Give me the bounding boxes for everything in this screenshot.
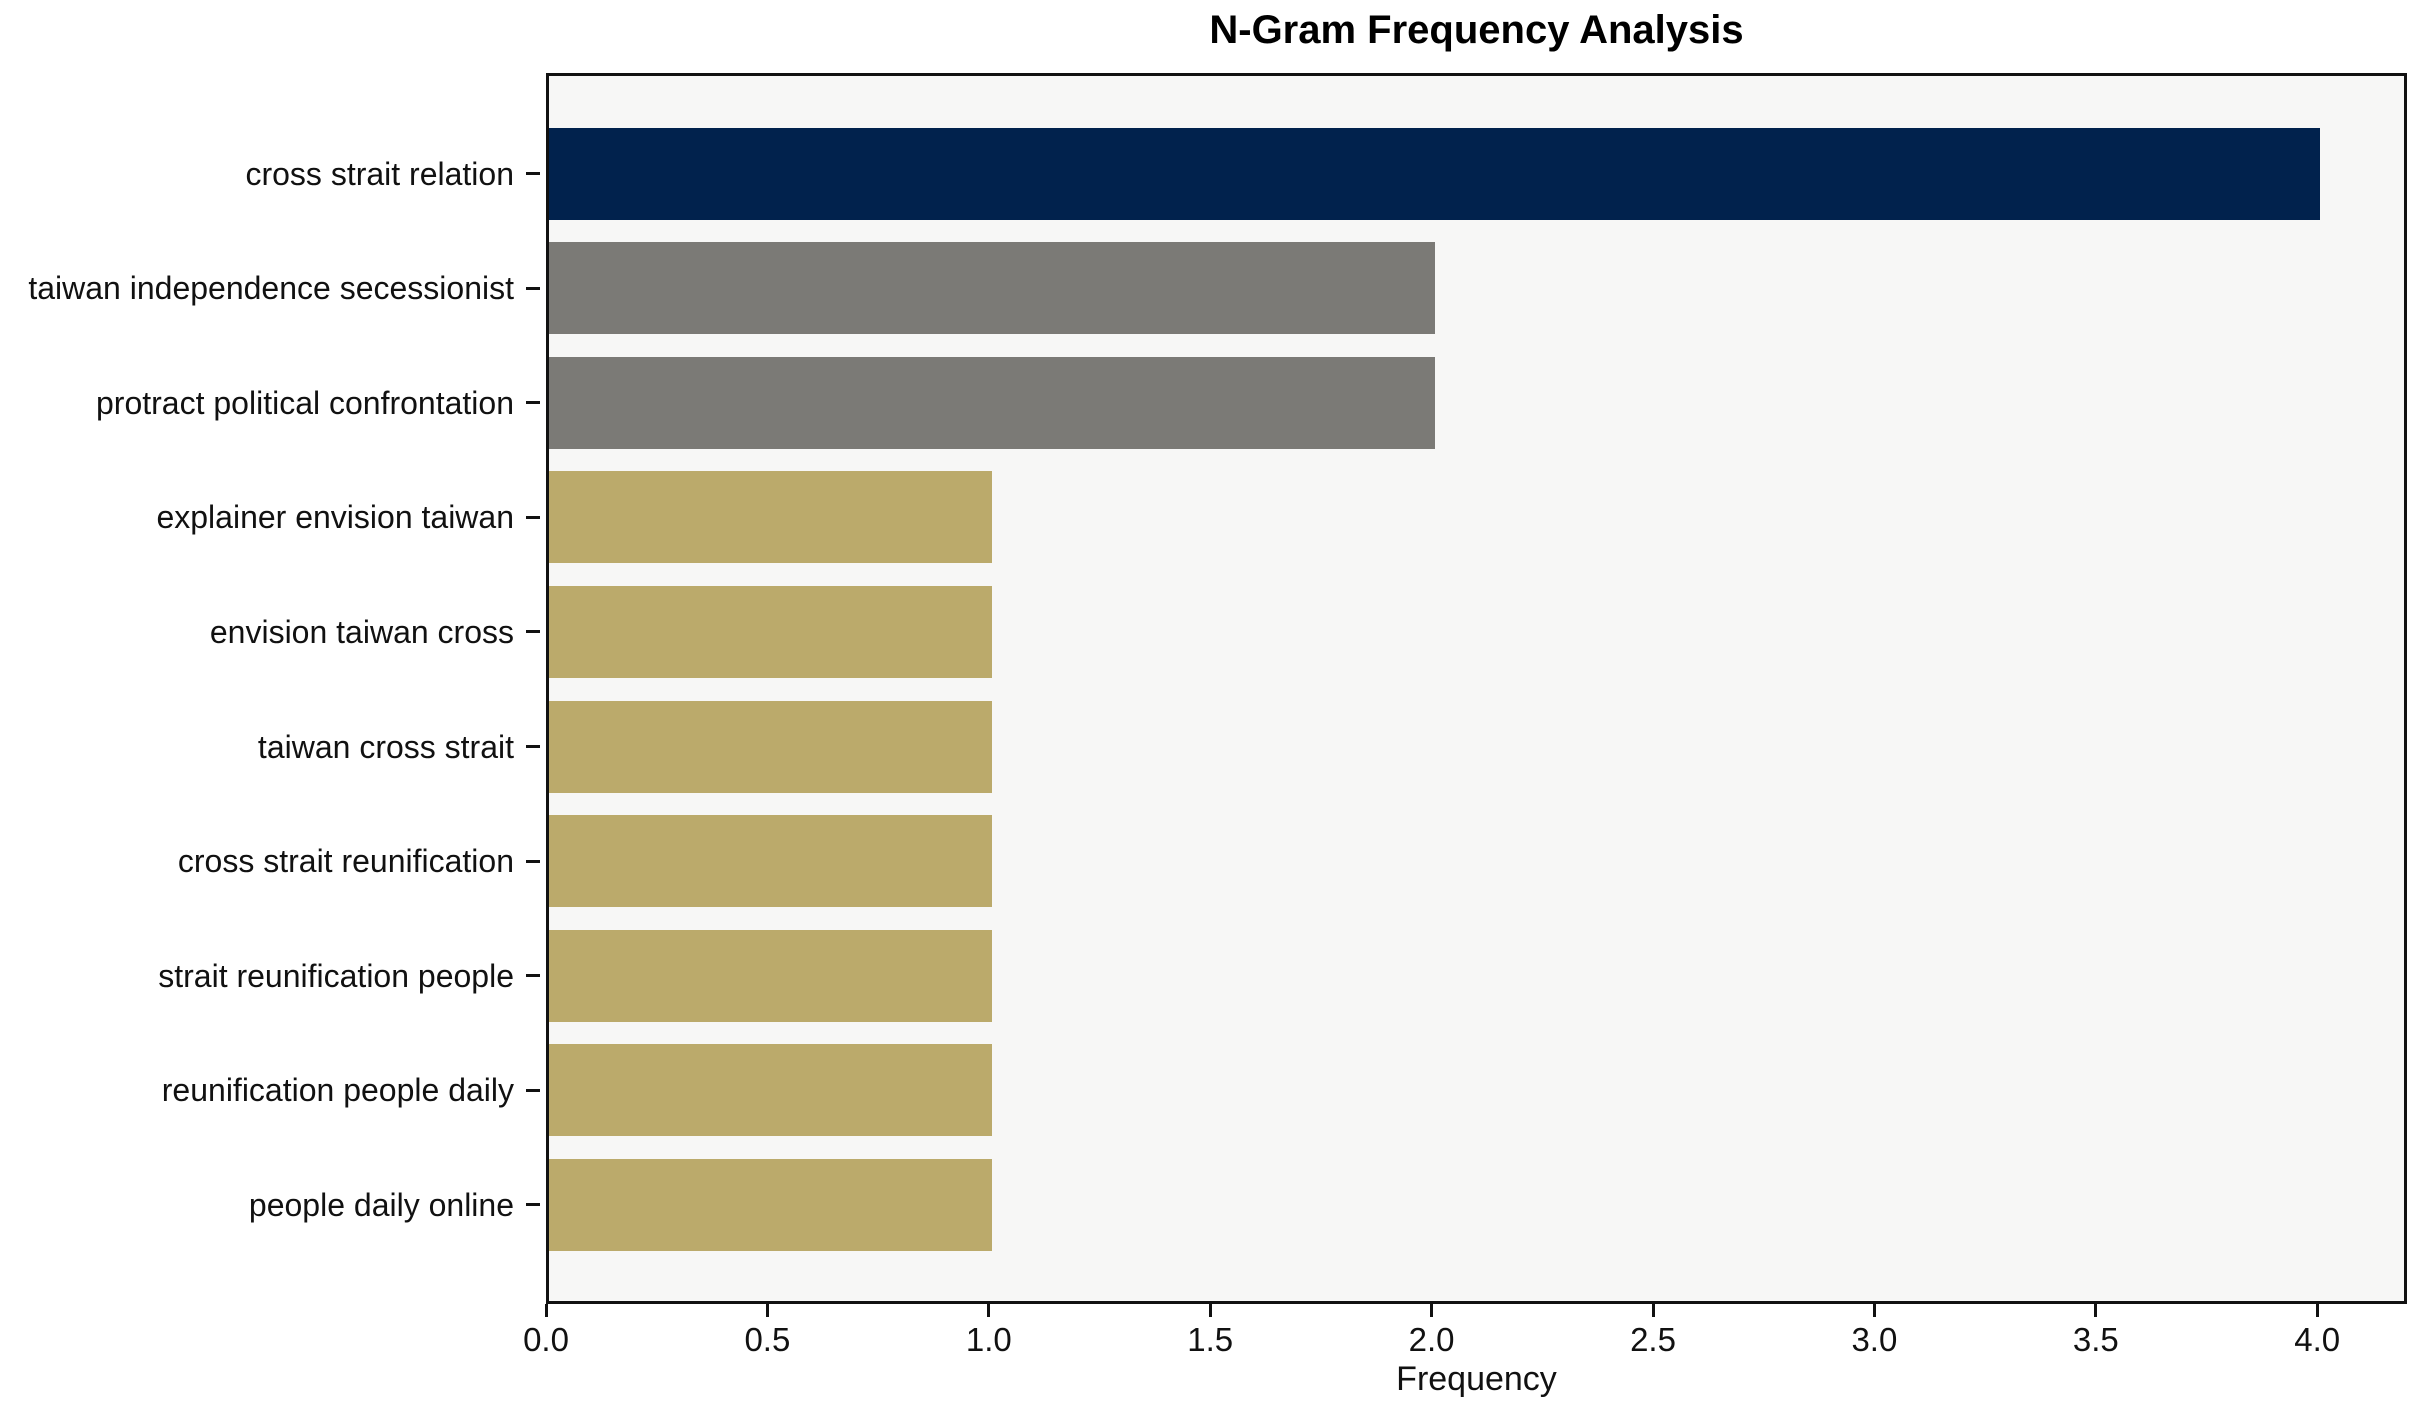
- y-tick-mark: [526, 1088, 540, 1092]
- bar: [549, 585, 992, 678]
- x-tick-mark: [1430, 1304, 1434, 1317]
- x-tick-label: 1.5: [1187, 1321, 1234, 1358]
- x-tick-mark: [765, 1304, 769, 1317]
- y-tick-label: people daily online: [248, 1186, 514, 1223]
- y-tick-label: taiwan independence secessionist: [28, 270, 514, 307]
- x-tick-label: 4.0: [2294, 1321, 2341, 1358]
- bar: [549, 929, 992, 1022]
- x-tick-label: 0.5: [744, 1321, 791, 1358]
- y-tick-label: protract political confrontation: [96, 384, 514, 421]
- bar: [549, 815, 992, 908]
- chart-title: N-Gram Frequency Analysis: [1209, 8, 1744, 52]
- y-tick-label: cross strait reunification: [177, 843, 514, 880]
- x-tick-label: 2.0: [1408, 1321, 1455, 1358]
- y-tick-label: reunification people daily: [161, 1072, 514, 1109]
- bar: [549, 242, 1435, 335]
- x-tick-mark: [1872, 1304, 1876, 1317]
- y-tick-label: cross strait relation: [245, 155, 514, 192]
- y-tick-label: taiwan cross strait: [257, 728, 514, 765]
- x-tick-mark: [987, 1304, 991, 1317]
- x-tick-mark: [1651, 1304, 1655, 1317]
- bar: [549, 127, 2321, 220]
- y-tick-mark: [526, 859, 540, 863]
- x-tick-label: 0.0: [523, 1321, 569, 1358]
- y-tick-mark: [526, 974, 540, 978]
- plot-area: [546, 73, 2407, 1304]
- bar: [549, 471, 992, 564]
- bar: [549, 1044, 992, 1137]
- x-tick-mark: [1208, 1304, 1212, 1317]
- bar: [549, 356, 1435, 449]
- x-tick-label: 2.5: [1630, 1321, 1676, 1358]
- y-tick-mark: [526, 630, 540, 634]
- y-tick-mark: [526, 401, 540, 405]
- y-tick-mark: [526, 172, 540, 175]
- y-tick-label: strait reunification people: [158, 957, 514, 994]
- bar: [549, 700, 992, 793]
- x-tick-mark: [544, 1304, 548, 1317]
- x-tick-label: 1.0: [965, 1321, 1012, 1358]
- x-tick-mark: [2094, 1304, 2098, 1317]
- x-tick-label: 3.0: [1851, 1321, 1898, 1358]
- y-tick-mark: [526, 515, 540, 519]
- y-tick-label: envision taiwan cross: [209, 613, 514, 650]
- y-tick-label: explainer envision taiwan: [156, 499, 514, 536]
- x-tick-label: 3.5: [2072, 1321, 2119, 1358]
- x-tick-mark: [2315, 1304, 2319, 1317]
- y-tick-mark: [526, 745, 540, 748]
- y-tick-mark: [526, 286, 540, 290]
- y-tick-mark: [526, 1203, 540, 1207]
- x-axis-label: Frequency: [1396, 1360, 1557, 1398]
- bar: [549, 1158, 992, 1251]
